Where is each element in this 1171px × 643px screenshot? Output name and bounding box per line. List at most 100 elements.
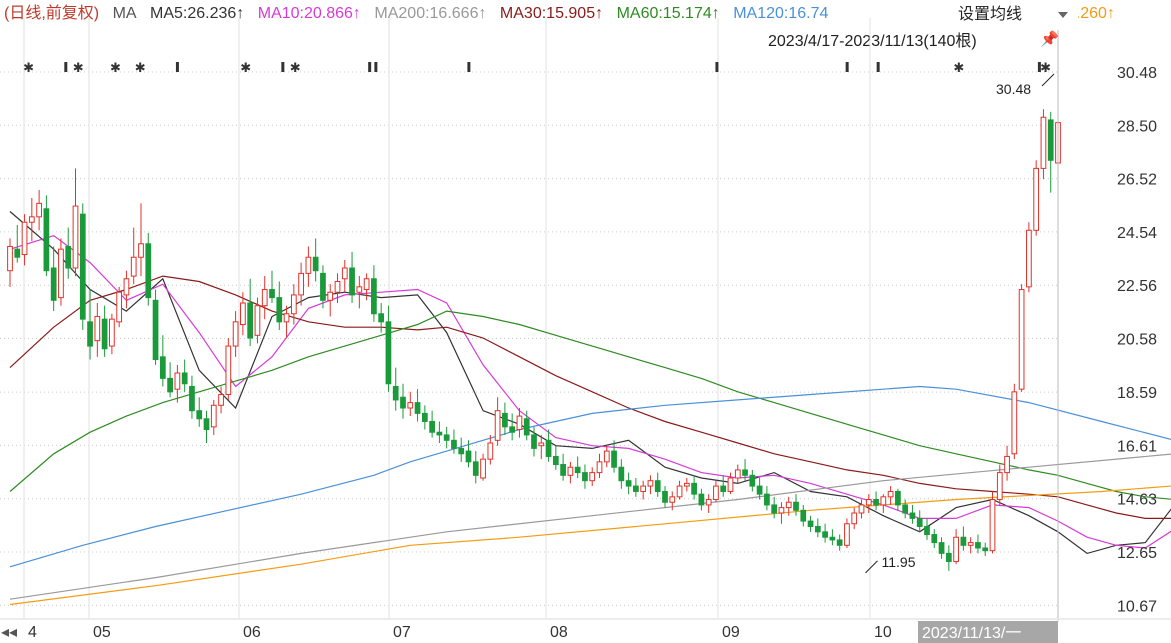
candle (123, 270, 130, 309)
candle-body (895, 490, 901, 506)
candle-body (451, 439, 457, 449)
event-star-icon: ✱ (1040, 61, 1051, 76)
x-tick-label: 09 (722, 624, 740, 641)
candle (305, 246, 312, 287)
candle (836, 534, 843, 551)
candle (814, 518, 821, 538)
candle (494, 397, 501, 446)
candle-body (574, 466, 581, 474)
ma-legend-bar: (日线,前复权) MA MA5:26.236↑ MA10:20.866↑ MA2… (4, 3, 837, 25)
candle-body (181, 372, 188, 385)
candle (662, 486, 668, 508)
candle-body (523, 418, 530, 436)
candle (676, 480, 683, 500)
candle (822, 523, 828, 543)
candle (14, 224, 21, 263)
candle (371, 265, 377, 322)
candle-body (247, 302, 254, 339)
event-bar-icon (467, 62, 471, 72)
candle (567, 461, 574, 484)
candle-body (283, 313, 290, 323)
candle-body (14, 248, 21, 258)
candle-body (1004, 455, 1010, 474)
candle-body (618, 466, 625, 482)
candle-body (109, 318, 115, 347)
candle (356, 276, 363, 309)
x-tick-label: 07 (393, 624, 411, 641)
candle-body (494, 410, 501, 441)
high-arrow (1041, 73, 1055, 87)
candle-body (407, 402, 414, 409)
y-tick-label: 14.63 (1117, 492, 1157, 509)
candle-body (254, 305, 261, 336)
candle (683, 478, 690, 492)
candle (36, 189, 42, 231)
candle-body (996, 472, 1003, 501)
candle (225, 338, 232, 400)
x-tick-label: 06 (243, 624, 261, 641)
candle-body (960, 536, 967, 546)
candle-body (516, 415, 523, 431)
candle-body (880, 496, 887, 506)
candle (953, 529, 959, 565)
candle-body (232, 321, 239, 347)
candle-body (582, 472, 588, 482)
candle (880, 494, 887, 513)
candle (458, 437, 465, 462)
candle (349, 251, 355, 303)
candle (451, 429, 457, 454)
candle (582, 464, 588, 489)
candle-body (683, 482, 690, 487)
candle-body (916, 517, 923, 527)
candle (210, 399, 217, 435)
candle-body (662, 490, 668, 503)
candle-body (28, 216, 35, 223)
candle-body (749, 474, 756, 487)
pin-icon[interactable]: 📌 (1040, 31, 1059, 48)
candle (734, 464, 741, 484)
candle (713, 480, 719, 503)
candle-body (159, 356, 166, 379)
x-tick-label: 4 (28, 624, 37, 641)
scroll-left-icon[interactable]: ◂◂ (1, 622, 17, 641)
candle (1004, 445, 1010, 481)
candle (771, 496, 778, 519)
ma10-legend: MA10:20.866↑ (257, 5, 361, 22)
candle (603, 445, 610, 468)
candle-body (167, 377, 173, 393)
candle-body (356, 286, 363, 293)
event-star-icon: ✱ (110, 61, 121, 76)
candle-body (349, 267, 355, 296)
candle-body (94, 315, 101, 342)
chart-type-label: (日线,前复权) (4, 5, 100, 22)
event-star-icon: ✱ (23, 61, 34, 76)
candle-body (363, 278, 370, 291)
candle-body (836, 539, 843, 546)
candle-body (742, 469, 748, 476)
ma-settings-dropdown[interactable]: 设置均线 (948, 3, 1078, 27)
candle (720, 475, 727, 497)
candle-body (800, 509, 807, 522)
ma-line-ma10 (9, 235, 1171, 549)
candle-body (21, 221, 28, 256)
y-tick-label: 16.61 (1117, 438, 1157, 455)
candle-body (443, 434, 450, 441)
candle (334, 273, 341, 303)
candle (1018, 284, 1025, 392)
candle (531, 426, 537, 457)
candle-body (829, 536, 836, 541)
candle (152, 289, 159, 365)
event-star-icon: ✱ (135, 61, 146, 76)
event-star-icon: ✱ (290, 61, 301, 76)
candle (618, 459, 625, 489)
candle (378, 303, 385, 333)
candle (298, 262, 304, 306)
candle (756, 478, 763, 500)
candle-body (79, 213, 86, 320)
candle (778, 502, 785, 524)
candle (523, 410, 530, 441)
candle (407, 391, 414, 417)
candle (989, 491, 996, 554)
y-tick-label: 22.56 (1117, 278, 1157, 295)
